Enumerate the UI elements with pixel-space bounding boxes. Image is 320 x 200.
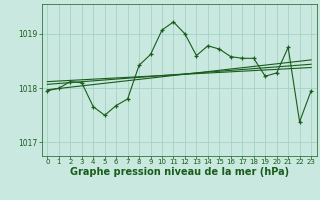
X-axis label: Graphe pression niveau de la mer (hPa): Graphe pression niveau de la mer (hPa): [70, 167, 289, 177]
